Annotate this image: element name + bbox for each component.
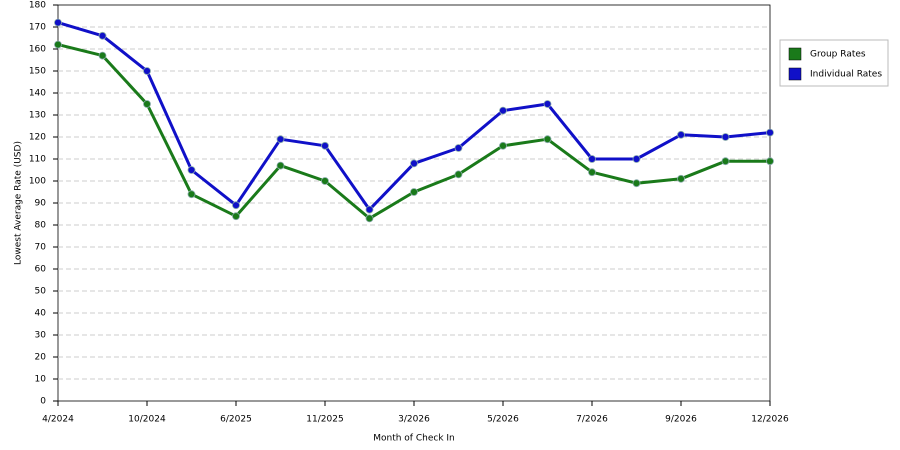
point — [365, 205, 374, 214]
point — [454, 144, 463, 152]
x-tick-label: 11/2025 — [306, 415, 343, 425]
y-tick-label: 120 — [29, 133, 46, 143]
y-tick-label: 100 — [29, 177, 46, 187]
y-tick-label: 20 — [35, 353, 47, 363]
point — [410, 159, 418, 168]
point — [721, 133, 730, 141]
y-tick-label: 40 — [35, 309, 47, 319]
y-tick-label: 50 — [35, 287, 47, 297]
point — [677, 174, 685, 183]
x-tick-label: 9/2026 — [665, 415, 697, 425]
point — [677, 130, 685, 139]
point — [632, 179, 641, 188]
y-tick-label: 180 — [29, 1, 46, 11]
y-axis-title: Lowest Average Rate (USD) — [14, 141, 24, 265]
y-tick-label: 0 — [40, 397, 46, 407]
point — [588, 168, 596, 177]
point — [543, 100, 552, 108]
y-tick-label: 60 — [35, 265, 47, 275]
point — [232, 201, 240, 210]
y-tick-label: 170 — [29, 23, 46, 33]
y-tick-label: 80 — [35, 221, 47, 231]
point — [499, 106, 507, 115]
y-tick-label: 70 — [35, 243, 47, 253]
point — [321, 177, 329, 185]
point — [632, 155, 641, 163]
point — [54, 18, 62, 27]
x-tick-label: 7/2026 — [576, 415, 608, 425]
point — [54, 40, 62, 49]
point — [365, 214, 374, 223]
point — [499, 141, 507, 150]
y-tick-label: 160 — [29, 45, 46, 55]
point — [143, 67, 151, 75]
point — [187, 166, 196, 174]
y-tick-label: 150 — [29, 67, 46, 77]
point — [766, 128, 774, 137]
point — [276, 135, 285, 144]
point — [98, 31, 107, 40]
legend-swatch — [788, 67, 802, 81]
point — [232, 212, 240, 221]
point — [766, 157, 774, 166]
point — [187, 190, 196, 199]
point — [143, 100, 151, 108]
y-tick-label: 30 — [35, 331, 47, 341]
legend-swatch — [788, 47, 802, 61]
x-tick-label: 5/2026 — [487, 415, 519, 425]
y-tick-label: 90 — [35, 199, 47, 209]
x-tick-label: 12/2026 — [751, 415, 789, 425]
point — [410, 188, 418, 196]
point — [721, 157, 730, 166]
x-axis-title: Month of Check In — [373, 434, 455, 444]
point — [588, 155, 596, 163]
y-tick-label: 130 — [29, 111, 46, 121]
y-tick-label: 10 — [35, 375, 47, 385]
point — [98, 51, 107, 60]
y-tick-label: 140 — [29, 89, 46, 99]
x-tick-label: 4/2024 — [42, 415, 74, 425]
x-tick-label: 10/2024 — [128, 415, 166, 425]
x-tick-label: 6/2025 — [220, 415, 252, 425]
point — [276, 161, 285, 170]
point — [454, 170, 463, 179]
y-tick-label: 110 — [29, 155, 46, 165]
point — [321, 141, 329, 150]
legend-label: Individual Rates — [810, 70, 882, 80]
point — [543, 135, 552, 144]
legend-label: Group Rates — [810, 50, 866, 60]
x-tick-label: 3/2026 — [398, 415, 430, 425]
